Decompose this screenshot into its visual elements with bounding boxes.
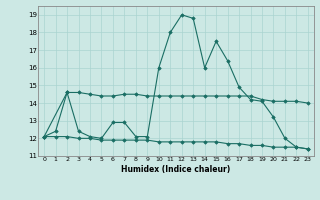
X-axis label: Humidex (Indice chaleur): Humidex (Indice chaleur) [121,165,231,174]
